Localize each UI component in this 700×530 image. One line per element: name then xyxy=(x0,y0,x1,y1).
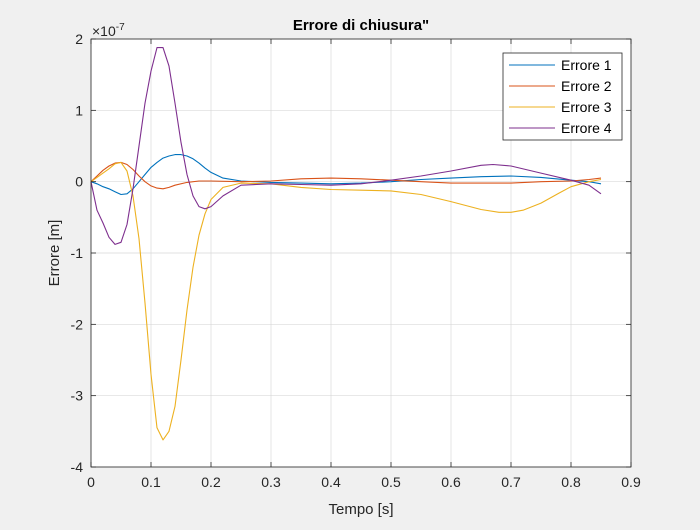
x-tick-label: 0.5 xyxy=(381,474,401,490)
y-tick-label: 0 xyxy=(75,174,83,190)
y-axis-label: Errore [m] xyxy=(46,220,63,287)
legend-label-3: Errore 3 xyxy=(561,99,612,115)
x-tick-label: 0.3 xyxy=(261,474,281,490)
legend-label-2: Errore 2 xyxy=(561,78,612,94)
series-line-2 xyxy=(90,161,602,190)
series-line-3 xyxy=(90,161,602,441)
legend-label-1: Errore 1 xyxy=(561,57,612,73)
y-ticks: -4 -3 -2 -1 0 1 2 xyxy=(71,31,631,475)
x-tick-label: 0.2 xyxy=(201,474,221,490)
y-tick-label: 1 xyxy=(75,102,83,118)
x-tick-label: 0.6 xyxy=(441,474,461,490)
series-line-4 xyxy=(90,47,602,245)
series-group xyxy=(90,47,602,441)
series-line-1 xyxy=(90,154,602,196)
legend-box xyxy=(502,52,623,141)
y-tick-label: -1 xyxy=(71,245,84,261)
y-tick-label: 2 xyxy=(75,31,83,47)
x-tick-label: 0.4 xyxy=(321,474,341,490)
x-tick-label: 0.7 xyxy=(501,474,521,490)
x-tick-label: 0.1 xyxy=(141,474,161,490)
legend-label-4: Errore 4 xyxy=(561,120,612,136)
y-tick-label: -4 xyxy=(71,459,84,475)
legend[interactable]: Errore 1 Errore 2 Errore 3 Errore 4 xyxy=(502,52,623,141)
chart-title: Errore di chiusura" xyxy=(293,17,429,34)
x-axis-label: Tempo [s] xyxy=(328,501,393,518)
x-tick-label: 0.9 xyxy=(621,474,641,490)
exponent-label: ×10-7 xyxy=(92,22,125,39)
x-tick-label: 0 xyxy=(87,474,95,490)
y-tick-label: -3 xyxy=(71,388,84,404)
x-tick-label: 0.8 xyxy=(561,474,581,490)
y-tick-label: -2 xyxy=(71,316,84,332)
exponent-power: -7 xyxy=(116,22,125,33)
x-ticks: 0 0.1 0.2 0.3 0.4 0.5 0.6 0.7 0.8 0.9 xyxy=(87,39,641,490)
exponent-base: ×10 xyxy=(92,23,116,39)
